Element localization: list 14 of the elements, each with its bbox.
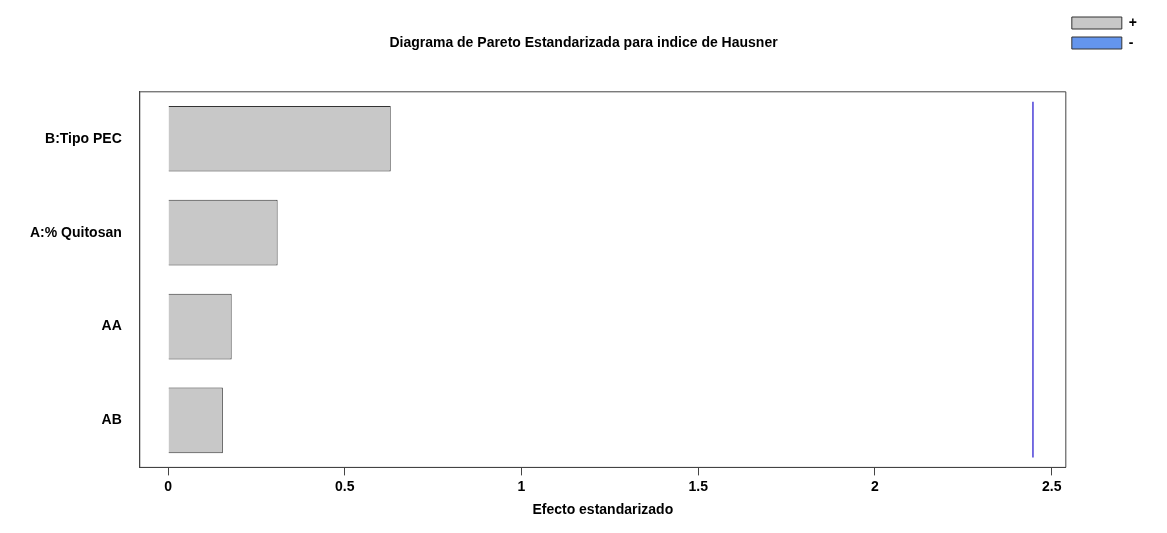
x-tick-label: 0 [164,477,173,494]
x-tick-label: 1 [517,477,526,494]
x-tick-label: 2.5 [1041,477,1062,494]
legend-label: + [1128,13,1138,30]
y-tick-label: B:Tipo PEC [45,129,122,146]
x-axis-title: Efecto estandarizado [532,501,674,518]
y-tick-label: AB [101,411,122,428]
x-tick-label: 0.5 [335,477,355,494]
x-tick-label: 2 [871,477,880,494]
x-tick-label: 1.5 [688,477,709,494]
y-tick-label: A:% Quitosan [30,223,122,240]
y-tick-label: AA [101,317,122,334]
legend-label: - [1128,33,1134,50]
chart-title: Diagrama de Pareto Estandarizada para indice de Hausner [389,34,779,51]
